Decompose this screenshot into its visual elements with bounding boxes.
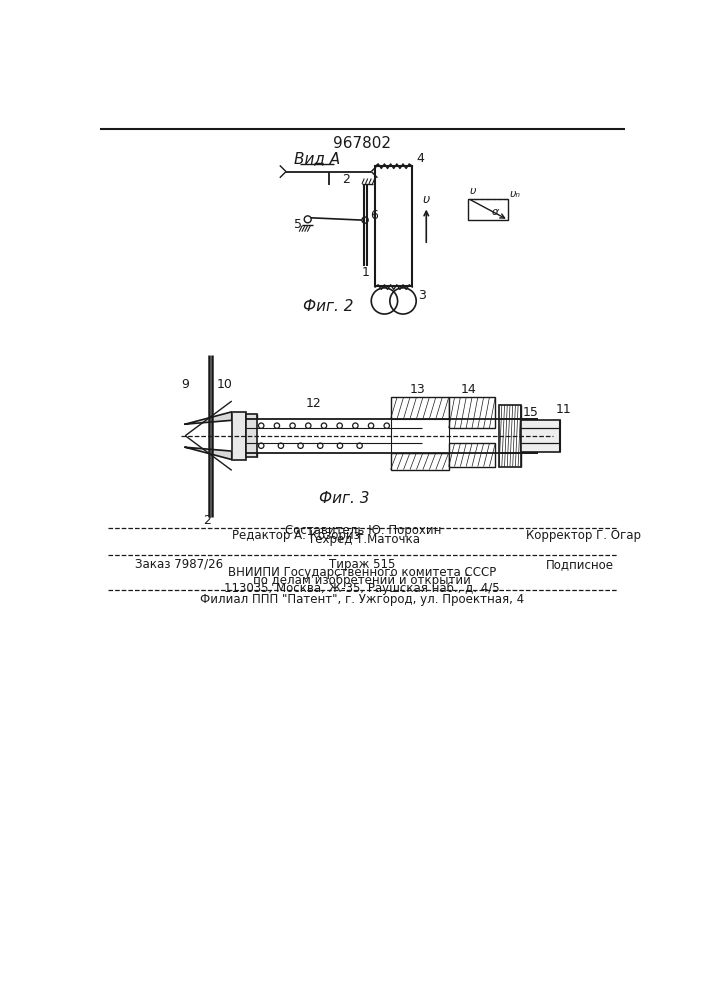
- Text: 967802: 967802: [333, 136, 391, 151]
- Text: Редактор А. Козориз: Редактор А. Козориз: [232, 529, 360, 542]
- Bar: [468, 199, 508, 220]
- Text: υₙ: υₙ: [510, 189, 521, 199]
- Bar: [391, 453, 449, 470]
- Text: 9: 9: [182, 378, 189, 391]
- Text: Составитель Ю. Порохин: Составитель Ю. Порохин: [286, 524, 442, 537]
- Bar: [375, 166, 412, 286]
- Text: ВНИИПИ Государственного комитета СССР: ВНИИПИ Государственного комитета СССР: [228, 566, 496, 579]
- Text: Фиг. 2: Фиг. 2: [303, 299, 354, 314]
- Text: Подписное: Подписное: [546, 558, 614, 571]
- Text: 3: 3: [419, 289, 426, 302]
- Text: Корректор Г. Огар: Корректор Г. Огар: [526, 529, 641, 542]
- Text: 2: 2: [203, 514, 211, 527]
- Text: Филиал ППП "Патент", г. Ужгород, ул. Проектная, 4: Филиал ППП "Патент", г. Ужгород, ул. Про…: [200, 593, 524, 606]
- Bar: [391, 397, 449, 419]
- Text: Тираж 515: Тираж 515: [329, 558, 395, 571]
- Bar: [449, 397, 495, 428]
- Text: 1: 1: [361, 266, 369, 279]
- Text: по делам изобретений и открытий: по делам изобретений и открытий: [253, 574, 471, 587]
- Text: Техред Т.Маточка: Техред Т.Маточка: [308, 533, 419, 546]
- Text: υ: υ: [469, 186, 477, 196]
- Text: 12: 12: [305, 397, 321, 410]
- Bar: [246, 414, 257, 457]
- Text: 14: 14: [460, 383, 476, 396]
- Text: 113035, Москва, Ж-35, Раушская наб., д. 4/5: 113035, Москва, Ж-35, Раушская наб., д. …: [224, 582, 500, 595]
- Text: 10: 10: [216, 378, 232, 391]
- Text: 5: 5: [293, 218, 302, 231]
- Text: Заказ 7987/26: Заказ 7987/26: [135, 558, 223, 571]
- Text: 15: 15: [522, 406, 538, 419]
- Bar: [521, 420, 559, 452]
- Bar: [449, 443, 495, 466]
- Text: Вид А: Вид А: [294, 151, 340, 166]
- Text: Фиг. 3: Фиг. 3: [319, 491, 369, 506]
- Bar: [232, 412, 246, 460]
- Bar: [391, 419, 449, 453]
- Text: α: α: [491, 207, 498, 217]
- Text: 13: 13: [410, 383, 426, 396]
- Bar: [499, 405, 521, 466]
- Polygon shape: [185, 447, 232, 460]
- Text: 6: 6: [370, 209, 378, 222]
- Text: υ: υ: [422, 193, 430, 206]
- Text: 11: 11: [556, 403, 571, 416]
- Text: 2: 2: [343, 173, 351, 186]
- Polygon shape: [185, 412, 232, 424]
- Text: 4: 4: [416, 152, 424, 165]
